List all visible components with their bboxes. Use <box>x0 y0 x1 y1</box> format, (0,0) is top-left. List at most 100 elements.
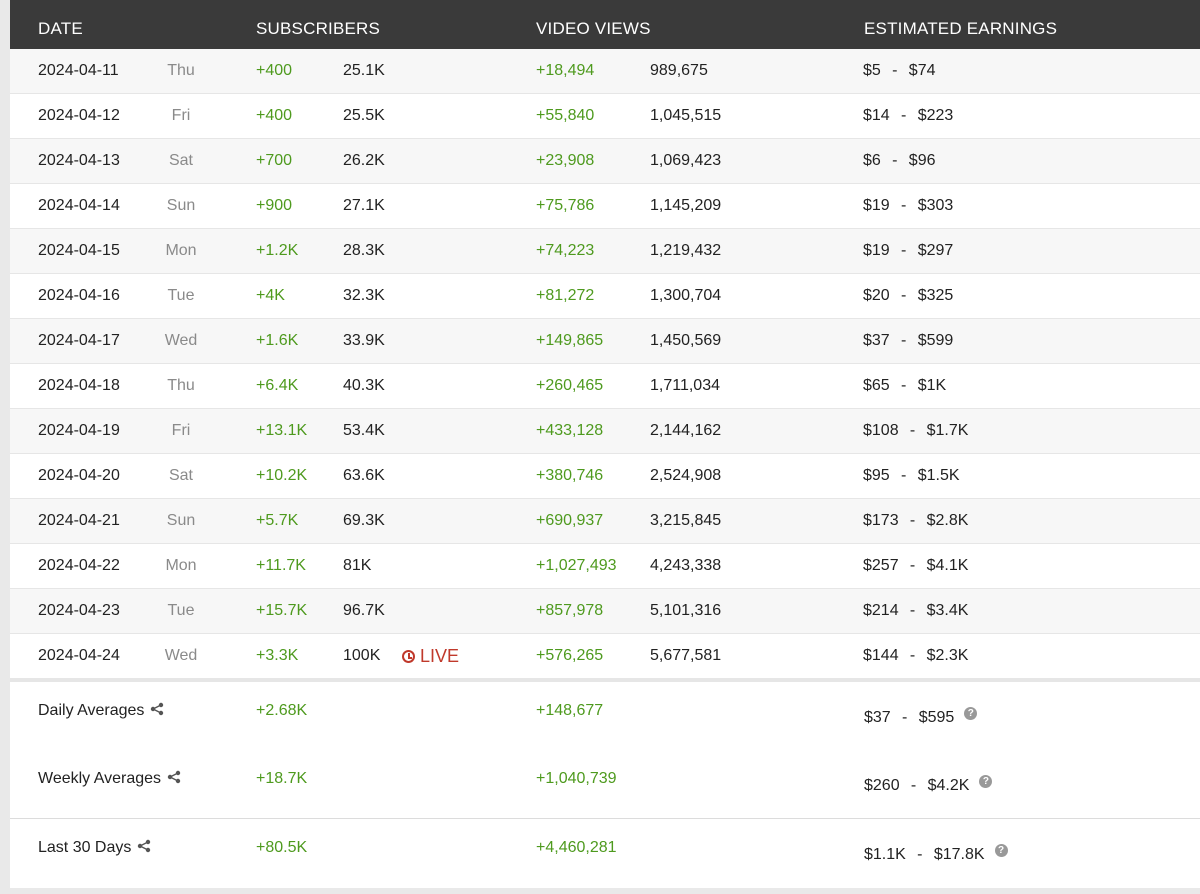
earnings-range: $173- $2.8K <box>863 512 968 530</box>
subscriber-change: +5.7K <box>256 512 299 529</box>
averages-section: Daily Averages +2.68K +148,677 $37- $595?… <box>10 682 1200 887</box>
range-separator: - <box>892 62 898 79</box>
earnings-range: $144- $2.3K <box>863 647 968 665</box>
subscriber-total: 25.5K <box>343 107 385 124</box>
earnings-range: $214- $3.4K <box>863 602 968 620</box>
weekday-cell: Sun <box>166 512 196 529</box>
weekday-cell: Sun <box>166 197 196 214</box>
subscriber-change: +400 <box>256 107 293 124</box>
views-total: 1,711,034 <box>650 377 720 394</box>
views-total: 4,243,338 <box>650 557 722 574</box>
earnings-low: $19 <box>863 197 890 214</box>
range-separator: - <box>910 777 917 794</box>
date-cell: 2024-04-24 <box>38 647 120 664</box>
earnings-high: $297 <box>917 242 954 259</box>
help-icon[interactable]: ? <box>964 707 978 720</box>
average-label: Daily Averages <box>38 702 145 719</box>
earnings-high: $595 <box>918 709 955 726</box>
average-subscribers: +18.7K <box>256 770 308 787</box>
views-total: 1,045,515 <box>650 107 722 124</box>
range-separator: - <box>901 242 907 259</box>
average-label: Weekly Averages <box>38 770 162 787</box>
views-change: +380,746 <box>536 467 604 484</box>
range-separator: - <box>902 709 908 726</box>
weekday-cell: Wed <box>164 647 198 664</box>
live-badge[interactable]: LIVE <box>402 646 459 667</box>
earnings-high: $303 <box>917 197 954 214</box>
table-row: 2024-04-23 Tue +15.7K 96.7K +857,978 5,1… <box>10 589 1200 634</box>
range-separator: - <box>892 152 898 169</box>
subscriber-change: +4K <box>256 287 285 304</box>
weekday-cell: Tue <box>167 287 195 304</box>
views-change: +260,465 <box>536 377 604 394</box>
earnings-low: $65 <box>863 377 890 394</box>
earnings-range: $19- $297 <box>863 242 953 260</box>
weekday-cell: Wed <box>164 332 198 349</box>
subscriber-change: +15.7K <box>256 602 308 619</box>
average-earnings: $1.1K - $17.8K? <box>864 844 1008 864</box>
date-cell: 2024-04-14 <box>38 197 120 214</box>
top-bar <box>10 0 1200 8</box>
views-total: 1,069,423 <box>650 152 722 169</box>
views-change: +149,865 <box>536 332 604 349</box>
earnings-high: $74 <box>908 62 936 79</box>
range-separator: - <box>901 107 907 124</box>
subscriber-total: 33.9K <box>343 332 385 349</box>
views-change: +74,223 <box>536 242 595 259</box>
date-cell: 2024-04-19 <box>38 422 120 439</box>
earnings-high: $4.1K <box>926 557 969 574</box>
stats-table: DATE SUBSCRIBERS VIDEO VIEWS ESTIMATED E… <box>10 8 1200 888</box>
earnings-low: $1.1K <box>864 846 906 863</box>
share-icon[interactable] <box>167 770 181 787</box>
views-total: 1,145,209 <box>650 197 722 214</box>
earnings-low: $6 <box>863 152 881 169</box>
header-estimated-earnings: ESTIMATED EARNINGS <box>864 19 1058 38</box>
earnings-high: $4.2K <box>927 777 970 794</box>
table-row: 2024-04-15 Mon +1.2K 28.3K +74,223 1,219… <box>10 229 1200 274</box>
weekday-cell: Fri <box>171 107 191 124</box>
table-row: 2024-04-22 Mon +11.7K 81K +1,027,493 4,2… <box>10 544 1200 589</box>
help-icon[interactable]: ? <box>994 844 1008 857</box>
average-earnings: $37- $595? <box>864 707 978 727</box>
subscriber-change: +400 <box>256 62 293 79</box>
earnings-low: $37 <box>864 709 891 726</box>
weekday-cell: Thu <box>167 62 195 79</box>
subscriber-total: 100K <box>343 647 381 664</box>
earnings-low: $214 <box>863 602 899 619</box>
earnings-range: $14- $223 <box>863 107 953 125</box>
earnings-high: $599 <box>917 332 954 349</box>
subscriber-change: +1.2K <box>256 242 299 259</box>
earnings-high: $1.7K <box>926 422 969 439</box>
subscriber-total: 81K <box>343 557 372 574</box>
subscriber-change: +900 <box>256 197 293 214</box>
average-row: Weekly Averages +18.7K +1,040,739 $260- $… <box>10 750 1200 819</box>
weekday-cell: Mon <box>165 557 197 574</box>
share-icon[interactable] <box>137 839 151 856</box>
date-cell: 2024-04-15 <box>38 242 120 259</box>
date-cell: 2024-04-11 <box>38 62 119 79</box>
views-change: +690,937 <box>536 512 604 529</box>
clock-icon <box>402 650 415 663</box>
views-change: +857,978 <box>536 602 604 619</box>
table-row: 2024-04-19 Fri +13.1K 53.4K +433,128 2,1… <box>10 409 1200 454</box>
range-separator: - <box>901 287 907 304</box>
range-separator: - <box>909 422 916 439</box>
subscriber-change: +11.7K <box>256 557 306 574</box>
weekday-cell: Tue <box>167 602 195 619</box>
date-cell: 2024-04-12 <box>38 107 120 124</box>
views-total: 1,219,432 <box>650 242 722 259</box>
earnings-low: $37 <box>863 332 890 349</box>
views-change: +18,494 <box>536 62 595 79</box>
weekday-cell: Mon <box>165 242 197 259</box>
earnings-range: $19- $303 <box>863 197 953 215</box>
subscriber-total: 25.1K <box>343 62 385 79</box>
average-row: Daily Averages +2.68K +148,677 $37- $595? <box>10 682 1200 750</box>
average-views: +1,040,739 <box>536 770 617 787</box>
range-separator: - <box>917 846 923 863</box>
help-icon[interactable]: ? <box>979 775 993 788</box>
earnings-range: $95- $1.5K <box>863 467 960 485</box>
share-icon[interactable] <box>150 702 164 719</box>
earnings-low: $260 <box>864 777 900 794</box>
table-row: 2024-04-24 Wed +3.3K 100K +576,265 5,677… <box>10 634 1200 679</box>
views-change: +75,786 <box>536 197 595 214</box>
